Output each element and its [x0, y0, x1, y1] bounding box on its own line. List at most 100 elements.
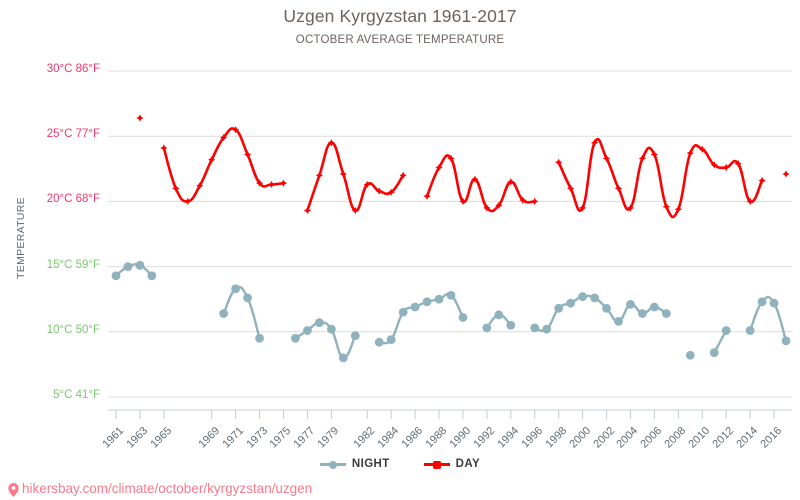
data-point[interactable]	[160, 144, 168, 152]
data-point[interactable]	[410, 302, 420, 312]
chart-legend: NIGHT DAY	[0, 458, 800, 470]
data-point[interactable]	[661, 309, 671, 318]
data-point[interactable]	[626, 204, 635, 212]
data-point[interactable]	[303, 206, 312, 215]
data-point[interactable]	[147, 271, 157, 281]
data-point[interactable]	[734, 160, 742, 168]
data-point[interactable]	[531, 197, 539, 206]
data-point[interactable]	[423, 192, 431, 200]
data-point[interactable]	[255, 333, 264, 343]
data-point[interactable]	[579, 204, 587, 212]
data-point[interactable]	[314, 318, 324, 328]
data-point[interactable]	[471, 175, 479, 183]
data-point[interactable]	[243, 293, 252, 303]
data-point[interactable]	[650, 302, 659, 312]
data-point[interactable]	[698, 145, 706, 153]
data-point[interactable]	[614, 184, 623, 192]
data-point[interactable]	[447, 154, 455, 162]
data-point[interactable]	[686, 149, 694, 157]
data-point[interactable]	[662, 203, 670, 211]
data-point[interactable]	[374, 337, 384, 347]
data-point[interactable]	[291, 333, 300, 343]
data-point[interactable]	[172, 184, 180, 192]
data-point[interactable]	[375, 187, 383, 195]
data-point[interactable]	[267, 180, 276, 189]
data-point[interactable]	[782, 170, 790, 178]
data-point[interactable]	[567, 184, 575, 192]
data-point[interactable]	[219, 309, 229, 318]
data-point[interactable]	[446, 290, 456, 300]
data-point[interactable]	[184, 197, 192, 206]
data-point[interactable]	[111, 271, 121, 281]
data-point[interactable]	[590, 293, 599, 303]
data-point[interactable]	[255, 179, 264, 187]
data-point[interactable]	[542, 324, 552, 334]
data-point[interactable]	[745, 326, 755, 335]
data-point[interactable]	[279, 179, 288, 187]
data-point[interactable]	[135, 260, 145, 270]
data-point[interactable]	[326, 324, 336, 334]
data-point[interactable]	[709, 348, 719, 358]
data-point[interactable]	[614, 316, 623, 326]
data-point[interactable]	[387, 188, 395, 196]
data-point[interactable]	[136, 114, 144, 122]
data-point[interactable]	[685, 350, 695, 360]
data-point[interactable]	[626, 300, 635, 309]
data-point[interactable]	[602, 303, 611, 313]
data-point[interactable]	[196, 182, 204, 190]
data-point[interactable]	[422, 297, 432, 307]
data-point[interactable]	[757, 297, 767, 307]
data-point[interactable]	[554, 303, 564, 313]
data-point[interactable]	[459, 197, 467, 206]
data-point[interactable]	[350, 331, 360, 341]
data-point[interactable]	[519, 196, 527, 204]
data-point[interactable]	[339, 170, 347, 178]
data-point[interactable]	[494, 310, 504, 320]
data-point[interactable]	[243, 150, 252, 159]
data-point[interactable]	[602, 154, 611, 162]
data-point[interactable]	[399, 171, 407, 179]
data-point[interactable]	[434, 294, 444, 304]
data-point[interactable]	[338, 353, 348, 363]
data-point[interactable]	[231, 284, 241, 294]
data-point[interactable]	[781, 336, 791, 346]
data-point[interactable]	[363, 180, 371, 189]
data-point[interactable]	[590, 139, 599, 147]
data-point[interactable]	[208, 156, 216, 164]
legend-label-night: NIGHT	[351, 458, 390, 470]
data-point[interactable]	[458, 313, 468, 322]
data-point[interactable]	[555, 158, 563, 166]
data-point[interactable]	[721, 326, 731, 335]
data-point[interactable]	[398, 307, 408, 317]
data-point[interactable]	[722, 163, 730, 172]
data-point[interactable]	[506, 320, 516, 330]
data-point[interactable]	[710, 161, 718, 169]
data-point[interactable]	[507, 178, 515, 186]
data-point[interactable]	[638, 154, 647, 162]
data-point[interactable]	[435, 163, 443, 172]
data-point[interactable]	[327, 139, 335, 147]
data-point[interactable]	[530, 323, 540, 333]
data-point[interactable]	[495, 201, 503, 209]
data-point[interactable]	[232, 126, 240, 134]
data-point[interactable]	[746, 197, 754, 206]
data-point[interactable]	[303, 326, 312, 335]
legend-item-night[interactable]: NIGHT	[319, 458, 390, 470]
data-point[interactable]	[351, 206, 359, 215]
data-point[interactable]	[758, 176, 766, 185]
data-point[interactable]	[638, 309, 647, 318]
data-point[interactable]	[386, 335, 396, 344]
data-point[interactable]	[674, 205, 682, 213]
source-url-text: hikersbay.com/climate/october/kyrgyzstan…	[22, 481, 313, 496]
source-link[interactable]: hikersbay.com/climate/october/kyrgyzstan…	[8, 481, 313, 497]
data-point[interactable]	[769, 298, 779, 308]
data-point[interactable]	[315, 171, 323, 179]
data-point[interactable]	[220, 133, 228, 142]
data-point[interactable]	[482, 323, 492, 333]
data-point[interactable]	[578, 292, 588, 301]
legend-item-day[interactable]: DAY	[423, 458, 480, 470]
data-point[interactable]	[123, 262, 133, 271]
data-point[interactable]	[650, 150, 659, 159]
data-point[interactable]	[566, 298, 576, 308]
data-point[interactable]	[483, 204, 491, 212]
